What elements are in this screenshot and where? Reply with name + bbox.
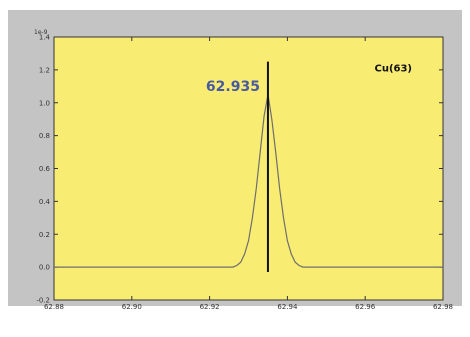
x-tick-label: 62.98	[433, 303, 453, 311]
x-tick-label: 62.88	[44, 303, 64, 311]
y-tick-label: 1.0	[39, 99, 50, 107]
y-tick-label: 1.2	[39, 66, 50, 74]
x-tick-label: 62.92	[200, 303, 220, 311]
x-tick-label: 62.90	[122, 303, 142, 311]
y-tick-label: 1.4	[39, 34, 51, 42]
y-tick-label: 0.8	[39, 132, 50, 140]
y-tick-label: -0.2	[36, 297, 50, 305]
peak-value-label: 62.935	[206, 79, 260, 95]
y-exponent-label: 1e-9	[34, 29, 48, 36]
y-tick-label: 0.2	[39, 231, 50, 239]
y-tick-label: 0.0	[39, 264, 50, 272]
plot-area	[54, 37, 443, 300]
y-tick-label: 0.6	[39, 165, 51, 173]
x-tick-label: 62.94	[277, 303, 298, 311]
y-tick-label: 0.4	[39, 198, 51, 206]
x-tick-label: 62.96	[355, 303, 376, 311]
legend-label: Cu(63)	[374, 64, 412, 75]
